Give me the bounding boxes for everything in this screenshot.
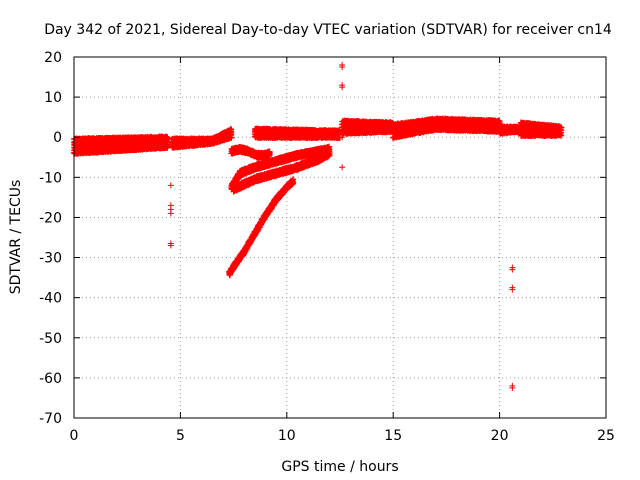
- grid-lines: [74, 57, 606, 418]
- chart-title: Day 342 of 2021, Sidereal Day-to-day VTE…: [44, 22, 612, 38]
- data-points: [70, 62, 565, 391]
